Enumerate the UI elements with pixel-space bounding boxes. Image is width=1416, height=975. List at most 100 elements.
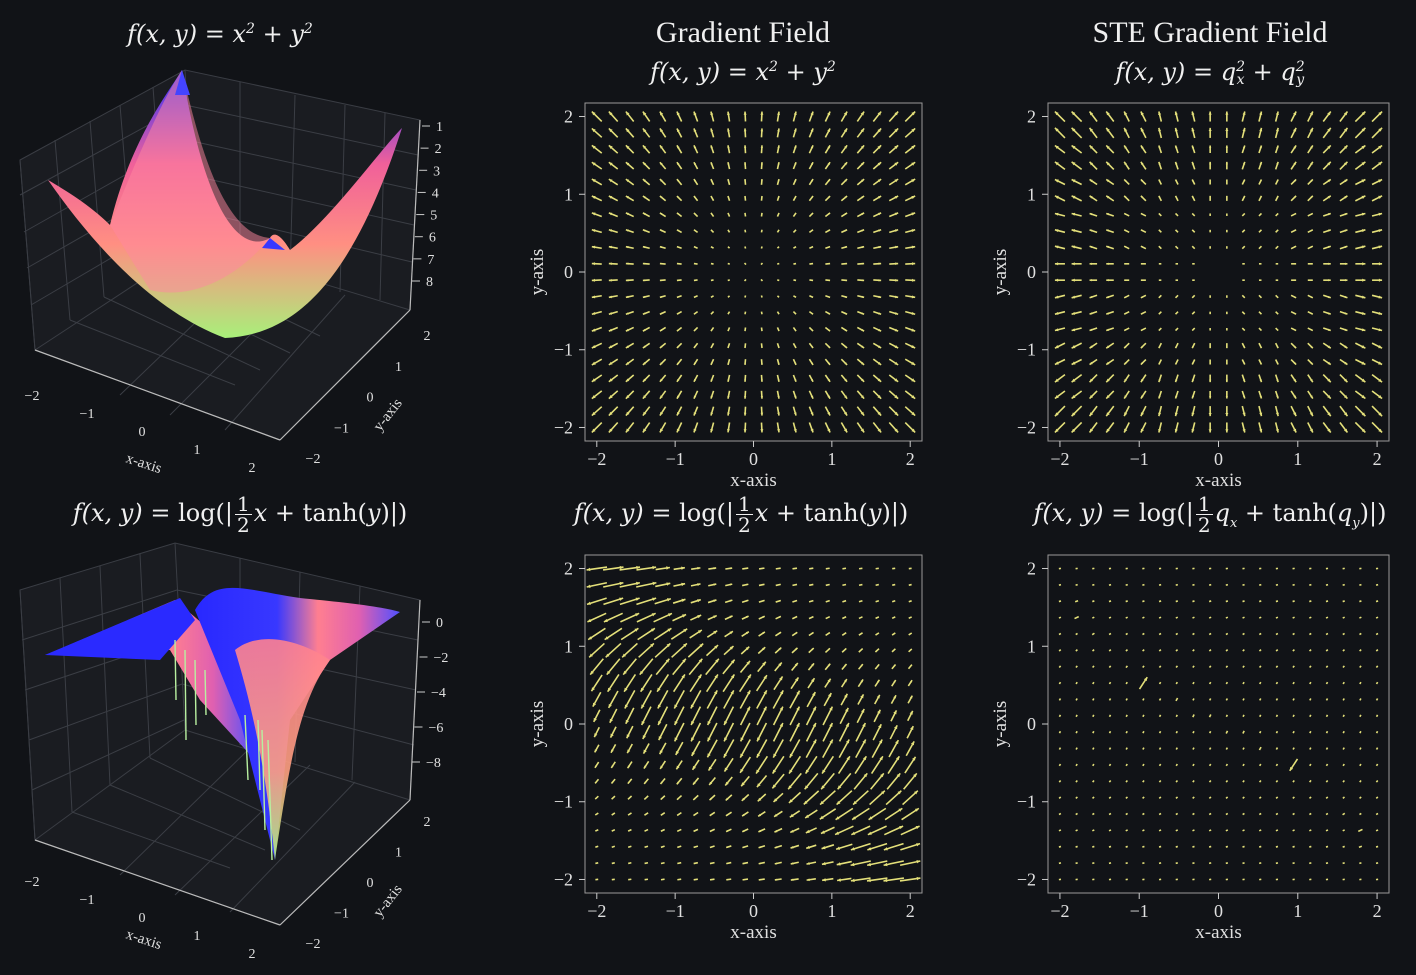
field-arrow (888, 739, 900, 758)
field-arrow (776, 128, 780, 138)
field-arrow (672, 658, 687, 676)
field-arrow (821, 844, 835, 850)
field-arrow (875, 567, 879, 570)
field-arrow (1354, 421, 1366, 434)
field-arrow (625, 262, 634, 265)
y-tick-label: −2 (306, 452, 321, 467)
field-arrow (1208, 600, 1212, 603)
field-arrow (1375, 681, 1379, 685)
field-arrow (856, 144, 865, 154)
field-arrow (805, 844, 817, 850)
field-arrow (808, 647, 815, 654)
field-arrow (1258, 279, 1262, 281)
field-arrow (857, 279, 865, 282)
field-arrow (588, 642, 605, 658)
field-arrow (888, 111, 899, 123)
field-arrow (693, 811, 699, 817)
field-arrow (1158, 145, 1163, 154)
field-arrow (823, 692, 832, 707)
field-arrow (1175, 649, 1179, 652)
field-arrow (1241, 127, 1246, 139)
field-arrow (809, 245, 814, 249)
field-arrow (725, 811, 733, 817)
field-arrow (775, 615, 782, 620)
field-arrow (1225, 583, 1229, 586)
field-arrow (1174, 111, 1179, 122)
x-tick-label: 0 (139, 911, 146, 926)
field-arrow (1225, 812, 1229, 816)
field-arrow (624, 690, 636, 709)
field-arrow (744, 311, 747, 315)
field-arrow (627, 812, 632, 816)
field-arrow (1355, 294, 1366, 299)
field-arrow (1292, 665, 1295, 669)
field-arrow (658, 742, 667, 755)
field-arrow (1209, 145, 1212, 154)
field-arrow (1108, 600, 1112, 603)
field-arrow (1259, 583, 1262, 586)
field-arrow (1309, 862, 1312, 865)
field-arrow (1225, 111, 1229, 122)
field-arrow (1209, 343, 1211, 349)
field-arrow (1140, 279, 1146, 281)
field-arrow (1307, 358, 1314, 366)
z-tick-label: 3 (433, 164, 440, 179)
field-arrow (659, 374, 667, 383)
field-arrow (1241, 212, 1246, 217)
field-arrow (691, 759, 700, 771)
field-arrow (1054, 358, 1066, 366)
y-tick-label: 1 (1027, 184, 1036, 204)
field-arrow (908, 632, 913, 636)
field-arrow (710, 229, 715, 233)
field-arrow (672, 613, 687, 622)
field-arrow (856, 161, 865, 170)
field-arrow (776, 358, 780, 366)
field-arrow (1142, 600, 1145, 603)
field-arrow (874, 694, 881, 705)
field-arrow (626, 743, 633, 754)
field-arrow (1058, 583, 1062, 586)
field-arrow (805, 706, 817, 726)
field-arrow (710, 195, 715, 202)
field-arrow (1209, 246, 1211, 249)
field-arrow (1359, 567, 1362, 570)
field-arrow (710, 279, 714, 282)
field-arrow (807, 677, 816, 689)
field-arrow (1191, 311, 1196, 315)
field-arrow (1274, 374, 1279, 383)
field-arrow (1071, 195, 1082, 202)
field-arrow (758, 878, 765, 881)
field-arrow (642, 294, 650, 299)
field-arrow (1140, 374, 1147, 383)
field-arrow (1274, 405, 1279, 417)
field-arrow (636, 581, 657, 588)
field-arrow (1092, 862, 1095, 865)
field-arrow (1192, 665, 1195, 669)
field-arrow (840, 178, 848, 186)
field-arrow (1191, 127, 1196, 139)
field-arrow (1292, 583, 1295, 586)
field-arrow (1258, 212, 1263, 217)
field-arrow (1191, 161, 1196, 170)
field-arrow (625, 422, 635, 433)
field-arrow (642, 374, 651, 383)
field-arrow (891, 648, 896, 653)
field-arrow (642, 212, 651, 218)
field-arrow (824, 406, 831, 416)
field-arrow (1105, 310, 1115, 315)
field-arrow (889, 229, 899, 234)
field-arrow (1322, 327, 1332, 332)
field-arrow (1088, 374, 1098, 383)
field-arrow (1325, 779, 1329, 783)
field-arrow (1158, 796, 1162, 799)
field-arrow (1226, 328, 1228, 331)
field-arrow (1258, 681, 1262, 685)
field-arrow (1158, 812, 1162, 816)
field-arrow (659, 161, 667, 170)
field-arrow (840, 406, 848, 416)
field-arrow (776, 212, 780, 217)
field-log-ste-title: f(x, y) = log(| 1 2 qx + tanh(qy)|) (1033, 492, 1387, 537)
field-arrow (892, 583, 896, 586)
field-arrow (1307, 294, 1314, 299)
field-arrow (1339, 358, 1348, 366)
